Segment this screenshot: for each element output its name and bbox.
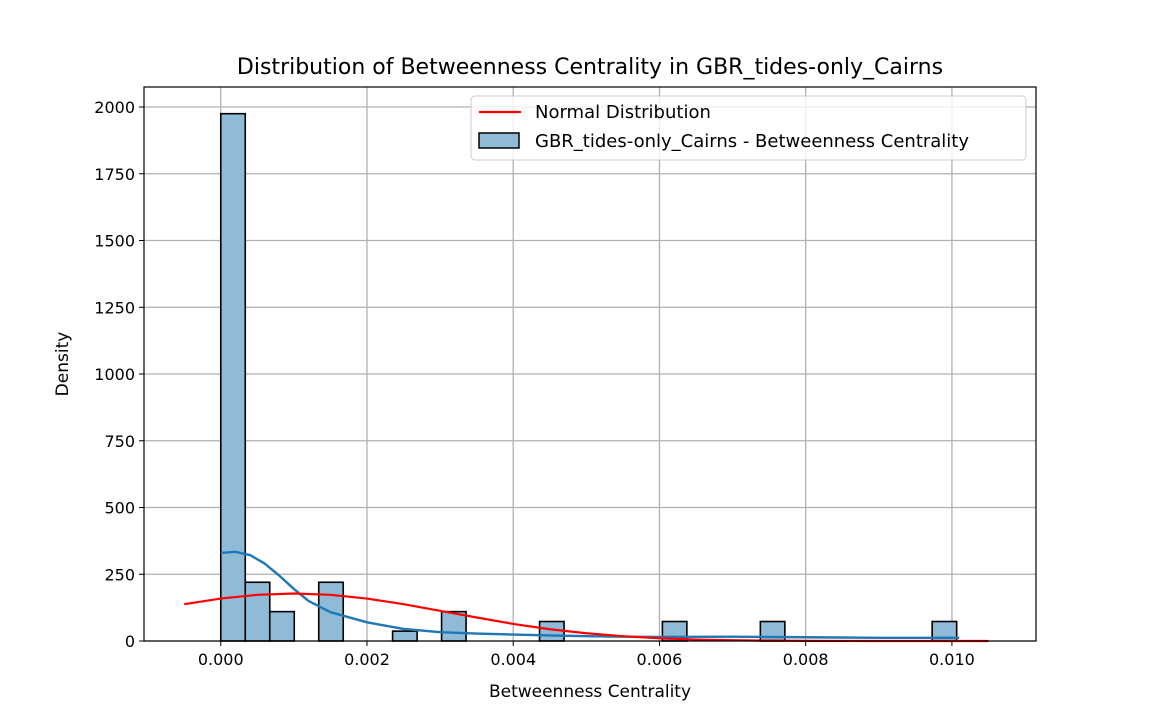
chart-title: Distribution of Betweenness Centrality i…	[237, 55, 943, 80]
legend-box	[470, 95, 1027, 161]
y-tick-label: 1750	[94, 165, 135, 184]
y-axis-label: Density	[53, 332, 73, 397]
y-tick-label: 500	[104, 499, 135, 518]
histogram-bar	[440, 610, 467, 642]
x-tick-label: 0.010	[929, 650, 975, 669]
x-axis-label: Betweenness Centrality	[489, 682, 691, 702]
y-tick-label: 1250	[94, 298, 135, 317]
y-axis: 0 250 500 750 1000 1250 1500 1750 2000	[94, 98, 144, 651]
y-tick-label: 2000	[94, 98, 135, 117]
legend-histogram-swatch	[478, 132, 520, 149]
x-tick-label: 0.002	[344, 650, 390, 669]
legend-normal-label: Normal Distribution	[535, 102, 711, 123]
plot-frame	[143, 86, 1037, 642]
legend: Normal Distribution GBR_tides-only_Cairn…	[470, 95, 1027, 161]
legend-histogram-label: GBR_tides-only_Cairns - Betweenness Cent…	[535, 131, 969, 152]
y-tick-label: 1000	[94, 365, 135, 384]
y-tick-label: 250	[104, 565, 135, 584]
histogram-bar	[268, 610, 296, 642]
x-tick-label: 0.008	[783, 650, 829, 669]
x-axis: 0.000 0.002 0.004 0.006 0.008 0.010	[198, 641, 975, 669]
histogram-bar	[219, 112, 247, 642]
x-tick-label: 0.006	[637, 650, 683, 669]
kde-curve	[220, 550, 960, 639]
x-tick-label: 0.000	[198, 650, 244, 669]
histogram-bar	[244, 581, 271, 642]
histogram-bar	[391, 630, 418, 642]
histogram-bars	[219, 112, 958, 642]
x-tick-label: 0.004	[490, 650, 536, 669]
y-tick-label: 750	[104, 432, 135, 451]
y-tick-label: 1500	[94, 232, 135, 251]
y-tick-label: 0	[125, 632, 135, 651]
